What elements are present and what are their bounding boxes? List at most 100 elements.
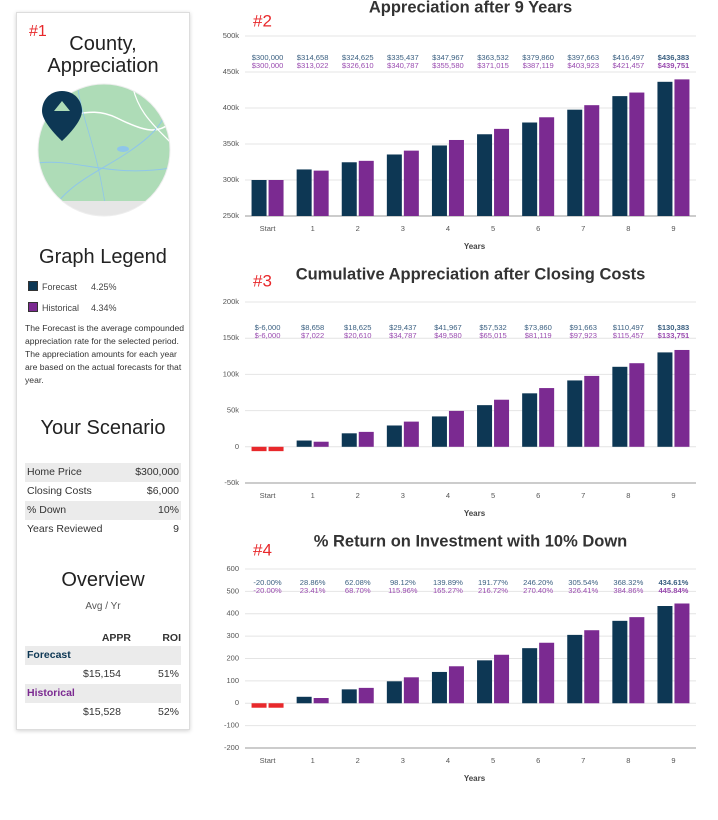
scenario-title: Your Scenario — [40, 417, 166, 439]
bar — [629, 363, 645, 447]
value-label: $57,532 — [479, 323, 506, 332]
value-label: -20.00% — [253, 578, 282, 587]
appr-value: $15,154 — [83, 668, 121, 680]
value-label: $436,383 — [658, 53, 690, 62]
x-tick-label: 6 — [536, 491, 540, 500]
value-label: 115.96% — [388, 586, 418, 595]
value-label: 305.54% — [568, 578, 598, 587]
row-value: 10% — [157, 504, 179, 516]
value-label: $403,923 — [567, 61, 599, 70]
x-tick-label: 5 — [491, 224, 495, 233]
x-tick-label: Start — [260, 224, 277, 233]
y-tick-label: 0 — [235, 698, 239, 707]
bar — [567, 634, 583, 704]
bar — [386, 681, 402, 704]
value-label: $314,658 — [297, 53, 329, 62]
bar — [313, 441, 329, 447]
bar — [612, 620, 628, 704]
bar — [584, 375, 600, 447]
bar — [431, 671, 447, 704]
value-label: $7,022 — [301, 331, 324, 340]
x-tick-label: 7 — [581, 224, 585, 233]
value-label: 23.41% — [300, 586, 326, 595]
y-tick-label: 400k — [223, 103, 240, 112]
value-label: $439,751 — [658, 61, 690, 70]
value-label: $41,967 — [434, 323, 461, 332]
x-tick-label: 3 — [401, 224, 405, 233]
value-label: 28.86% — [300, 578, 326, 587]
value-label: $363,532 — [477, 53, 509, 62]
bar — [539, 642, 555, 704]
value-label: $73,860 — [524, 323, 551, 332]
value-label: $34,787 — [389, 331, 416, 340]
value-label: 326.41% — [568, 586, 598, 595]
bar — [448, 410, 464, 447]
value-label: $379,860 — [522, 53, 554, 62]
x-tick-label: 1 — [311, 756, 315, 765]
bar — [629, 92, 645, 216]
value-label: $18,625 — [344, 323, 371, 332]
bar — [341, 689, 357, 704]
value-label: 191.77% — [478, 578, 508, 587]
value-label: 368.32% — [613, 578, 643, 587]
row-value: $6,000 — [146, 485, 179, 497]
x-tick-label: 3 — [401, 756, 405, 765]
value-label: 98.12% — [390, 578, 416, 587]
y-tick-label: 300k — [223, 175, 240, 184]
value-label: $133,751 — [658, 331, 690, 340]
y-tick-label: 450k — [223, 67, 240, 76]
x-tick-label: 5 — [491, 491, 495, 500]
bar — [341, 162, 357, 216]
bar — [477, 405, 493, 447]
y-tick-label: 200k — [223, 297, 240, 306]
chart-title: % Return on Investment with 10% Down — [314, 532, 628, 550]
y-tick-label: 500 — [226, 586, 239, 595]
value-label: $130,383 — [658, 323, 690, 332]
annotation: #3 — [253, 271, 272, 290]
row-value: 9 — [173, 523, 179, 535]
bar — [567, 109, 583, 216]
bar — [313, 698, 329, 704]
value-label: $347,967 — [432, 53, 464, 62]
x-tick-label: 8 — [626, 491, 630, 500]
legend-rate: 4.34% — [91, 303, 117, 313]
y-tick-label: 100k — [223, 369, 240, 378]
x-tick-label: 3 — [401, 491, 405, 500]
panel-title: County, Appreciation — [47, 33, 159, 77]
value-label: $49,580 — [434, 331, 461, 340]
bar — [657, 606, 673, 704]
value-label: $110,497 — [613, 323, 644, 332]
bar — [629, 617, 645, 704]
x-tick-label: Start — [260, 491, 277, 500]
bar — [539, 117, 555, 216]
bar — [567, 380, 583, 447]
bar — [251, 446, 267, 452]
y-tick-label: 50k — [227, 406, 239, 415]
value-label: 139.89% — [433, 578, 463, 587]
value-label: 384.86% — [613, 586, 643, 595]
x-axis-title: Years — [464, 509, 486, 518]
overview-group: Historical — [25, 684, 181, 703]
annotation: #2 — [253, 11, 272, 30]
column-header: ROI — [162, 632, 181, 644]
scenario-row: % Down 10% — [25, 501, 181, 520]
value-label: 62.08% — [345, 578, 371, 587]
scenario-row: Years Reviewed 9 — [25, 520, 181, 539]
value-label: 270.40% — [523, 586, 553, 595]
bar — [268, 446, 284, 452]
value-label: $91,663 — [570, 323, 597, 332]
bar — [494, 128, 510, 216]
y-tick-label: -200 — [224, 743, 239, 752]
row-label: Home Price — [27, 466, 82, 478]
value-label: $421,457 — [613, 61, 645, 70]
x-tick-label: 1 — [311, 224, 315, 233]
bar — [448, 139, 464, 216]
legend-swatch — [28, 302, 38, 312]
y-tick-label: 350k — [223, 139, 240, 148]
value-label: -20.00% — [253, 586, 282, 595]
bar — [251, 180, 267, 216]
x-tick-label: 7 — [581, 756, 585, 765]
x-tick-label: 2 — [356, 491, 360, 500]
value-label: $355,580 — [432, 61, 464, 70]
y-tick-label: 100 — [226, 676, 239, 685]
